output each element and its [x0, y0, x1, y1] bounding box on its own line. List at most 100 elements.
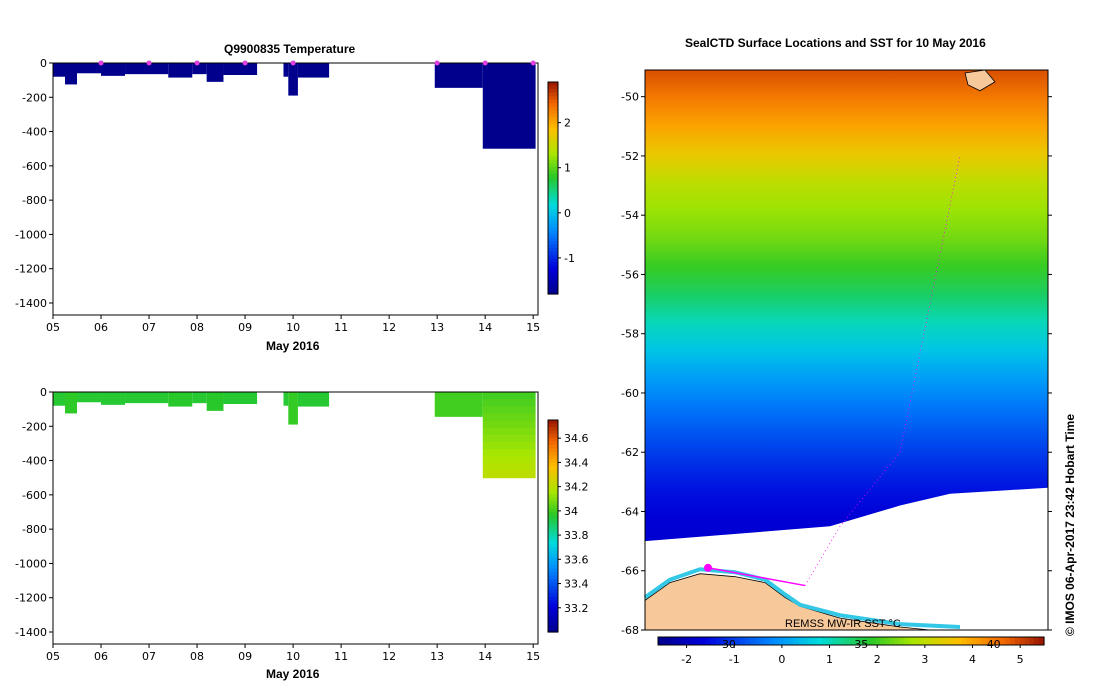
sal-colorbar-label-4: 34: [564, 505, 578, 518]
map-colorbar-seg-6: [686, 637, 693, 645]
map-colorbar-seg-44: [870, 637, 876, 645]
sal-colorbar-seg-26: [548, 511, 558, 516]
sal-colorbar-seg-5: [548, 437, 558, 442]
sal-colorbar-seg-28: [548, 518, 558, 524]
temp-colorbar-seg-11: [548, 120, 558, 125]
sal-ytick-label-2: -400: [22, 455, 47, 468]
map-colorbar-seg-55: [923, 637, 929, 645]
temp-profile-3: [101, 63, 126, 76]
temp-colorbar-seg-9: [548, 113, 558, 118]
sal-profile-10: [288, 392, 298, 425]
temp-colorbar-seg-2: [548, 89, 558, 94]
sal-colorbar-seg-0: [548, 420, 558, 425]
temp-colorbar-seg-8: [548, 110, 558, 115]
sal-profile-13-seg-1: [482, 399, 536, 407]
temp-colorbar-seg-44: [548, 237, 558, 242]
map-colorbar-frame: [657, 636, 1045, 646]
map-colorbar-seg-48: [889, 637, 896, 645]
sal-colorbar-seg-53: [548, 607, 558, 612]
temp-profile-1: [65, 63, 78, 85]
map-colorbar-seg-79: [1039, 637, 1045, 645]
sst-map-panel: SealCTD Surface Locations and SST for 10…: [600, 0, 1099, 700]
map-colorbar-seg-69: [990, 637, 997, 645]
temp-colorbar-seg-32: [548, 195, 558, 200]
map-colorbar-seg-38: [841, 637, 847, 645]
temp-xtick-label-5: 10: [286, 321, 300, 334]
sal-xtick-label-10: 15: [526, 650, 540, 663]
temp-colorbar-seg-49: [548, 255, 558, 260]
temp-profile-8: [223, 63, 258, 75]
sal-colorbar-seg-47: [548, 586, 558, 591]
map-colorbar-seg-31: [807, 637, 813, 645]
temp-colorbar-seg-40: [548, 223, 558, 228]
map-colorbar-seg-28: [793, 637, 799, 645]
sal-profile-4: [125, 392, 169, 404]
temp-colorbar-seg-43: [548, 233, 558, 239]
temp-colorbar-seg-34: [548, 202, 558, 207]
sal-xtick-label-4: 09: [238, 650, 252, 663]
map-colorbar-seg-11: [711, 637, 717, 645]
map-colorbar-seg-1: [662, 637, 669, 645]
temperature-chart: 0 -200 -400 -600 -800 -1000 -1200 -1400 05 06 07 08…: [15, 57, 575, 334]
sal-colorbar-seg-41: [548, 564, 558, 569]
sal-colorbar-seg-51: [548, 600, 558, 605]
sal-colorbar-seg-1: [548, 423, 558, 428]
map-colorbar-seg-46: [879, 637, 886, 645]
map-colorbar-seg-67: [981, 637, 987, 645]
sal-colorbar-label-0: 33.2: [564, 602, 589, 615]
sal-colorbar-label-7: 34.6: [564, 432, 589, 445]
map-colorbar-seg-16: [735, 637, 741, 645]
sal-colorbar-seg-12: [548, 462, 558, 467]
temp-colorbar-seg-18: [548, 145, 558, 150]
temp-colorbar-seg-10: [548, 117, 558, 122]
map-colorbar-seg-72: [1005, 637, 1011, 645]
temp-colorbar-seg-16: [548, 138, 558, 143]
temp-colorbar-seg-21: [548, 156, 558, 161]
map-colorbar-seg-59: [942, 637, 949, 645]
sal-profile-13-seg-8: [482, 449, 536, 457]
temp-colorbar-seg-36: [548, 209, 558, 214]
map-colorbar-seg-7: [691, 637, 698, 645]
sal-ytick-label-3: -600: [22, 489, 47, 502]
sal-colorbar-seg-29: [548, 522, 558, 527]
map-colorbar-label-f-1: 35: [854, 638, 868, 651]
sal-ytick-label-1: -200: [22, 420, 47, 433]
sal-colorbar-seg-20: [548, 490, 558, 495]
temp-xtick-label-6: 11: [334, 321, 348, 334]
map-ytick-label-6: -62: [621, 446, 639, 459]
map-colorbar-seg-70: [995, 637, 1002, 645]
temp-profile-5: [168, 63, 193, 78]
temperature-panel: Q9900835 Temperature 0 -200 -400 -600 -800 -1…: [0, 0, 600, 360]
temp-profile-marker-6: [482, 60, 488, 66]
sal-colorbar-seg-27: [548, 515, 558, 520]
coastal-sst-band: [643, 567, 961, 630]
map-colorbar-seg-12: [715, 637, 722, 645]
temp-colorbar-seg-27: [548, 177, 558, 182]
sal-colorbar-seg-39: [548, 557, 558, 562]
map-colorbar-seg-33: [817, 637, 823, 645]
map-colorbar-seg-15: [730, 637, 736, 645]
map-ytick-label-9: -68: [621, 624, 639, 637]
map-colorbar-seg-20: [754, 637, 760, 645]
sal-colorbar-seg-45: [548, 579, 558, 584]
temp-colorbar-seg-19: [548, 149, 558, 154]
sal-xtick-label-5: 10: [286, 650, 300, 663]
temp-colorbar-seg-56: [548, 279, 558, 284]
map-colorbar-seg-41: [855, 637, 862, 645]
map-colorbar-seg-9: [701, 637, 707, 645]
temp-profile-4: [125, 63, 169, 75]
temp-colorbar-seg-25: [548, 170, 558, 175]
temp-colorbar-seg-6: [548, 103, 558, 108]
sal-colorbar-seg-42: [548, 568, 558, 573]
temp-ytick-label-1: -200: [22, 91, 47, 104]
sal-profile-13-seg-6: [482, 434, 536, 443]
map-colorbar-label-c-7: 5: [1017, 653, 1024, 666]
sal-colorbar-label-6: 34.4: [564, 456, 589, 469]
sal-profile-13-seg-11: [482, 470, 536, 479]
temp-colorbar-seg-13: [548, 127, 558, 133]
temp-profile-12: [434, 63, 483, 88]
sal-colorbar-seg-33: [548, 536, 558, 541]
temp-xtick-label-0: 05: [46, 321, 60, 334]
sal-xtick-label-2: 07: [142, 650, 156, 663]
sal-profile-1: [65, 392, 78, 414]
